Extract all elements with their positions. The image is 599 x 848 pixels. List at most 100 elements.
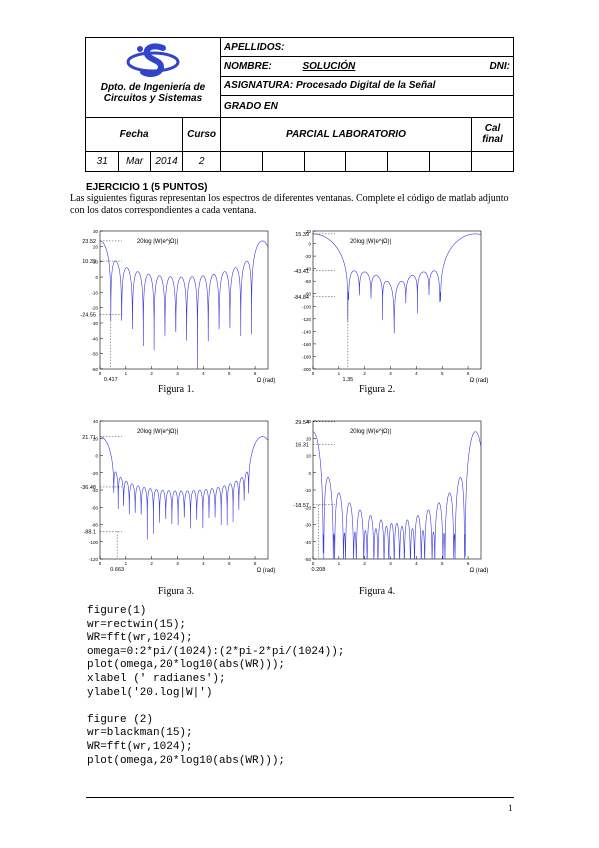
code-line: plot(omega,20*log10(abs(WR)));	[87, 659, 286, 672]
x-tick-label: 2	[150, 371, 153, 376]
x-tick-label: 0	[312, 561, 315, 566]
y-tick-label: 40	[93, 419, 99, 424]
code-line: figure(1)	[87, 605, 147, 617]
x-tick-label: 2	[363, 371, 366, 376]
y-tick-label: 10	[93, 260, 99, 265]
nombre-value: SOLUCIÓN	[302, 60, 356, 72]
x-tick-label: 4	[202, 371, 205, 376]
spectrum-label: 20log |W(e^jΩ)|	[137, 429, 179, 435]
plot-frame	[99, 230, 269, 370]
figure-4-caption: Figura 4.	[359, 586, 396, 597]
y-tick-label: -10	[91, 290, 98, 295]
y-tick-label: -20	[304, 254, 311, 259]
x-tick-label: 6	[254, 561, 257, 566]
y-tick-label: 10	[306, 454, 312, 459]
x-tick-label: 5	[228, 371, 231, 376]
y-tick-label: 30	[306, 419, 312, 424]
y-tick-label: 0	[95, 454, 98, 459]
y-tick-label: -50	[304, 557, 311, 562]
x-tick-label: 6	[467, 561, 470, 566]
y-tick-label: -80	[304, 292, 311, 297]
fecha-label: Fecha	[84, 117, 184, 152]
y-annotation-label: -24.55	[80, 313, 96, 319]
grade-cell	[429, 150, 472, 173]
y-tick-label: -30	[304, 523, 311, 528]
y-annotation-label: 29.54	[295, 420, 309, 426]
spectrum-curve	[100, 240, 268, 369]
y-annotation-label: 23.52	[82, 239, 96, 245]
code-line: xlabel (' radianes');	[87, 672, 226, 685]
department-name: Dpto. de Ingeniería de Circuitos y Siste…	[100, 82, 206, 104]
y-tick-label: -50	[91, 352, 98, 357]
code-line: omega=0:2*pi/(1024):(2*pi-2*pi/(1024));	[87, 645, 345, 658]
figure-1: -60 -50 -40 -30 -20 -10 0 10 20 30 0 1 2 3 4 5 6 23.52 10.…	[70, 225, 280, 390]
x-tick-label: 4	[415, 371, 418, 376]
asignatura-field: ASIGNATURA: Procesado Digital de la Seña…	[219, 75, 515, 96]
y-tick-label: -160	[302, 342, 312, 347]
exercise-title: EJERCICIO 1 (5 PUNTOS)	[86, 182, 208, 193]
apellidos-field: APELLIDOS:	[219, 36, 515, 58]
grado-field: GRADO EN	[219, 94, 515, 119]
grade-cell	[261, 150, 305, 173]
grade-cell	[303, 150, 347, 173]
x-annotation-label: 0.417	[104, 377, 118, 383]
plot-frame	[312, 420, 482, 560]
x-tick-label: 1	[338, 561, 341, 566]
y-annotation-label: -88.1	[83, 529, 96, 535]
y-tick-label: -140	[302, 329, 312, 334]
y-tick-label: -120	[89, 557, 99, 562]
dni-label: DNI:	[489, 60, 510, 72]
x-tick-label: 6	[467, 371, 470, 376]
code-line: wr=blackman(15);	[87, 727, 193, 740]
grade-cell	[387, 150, 431, 173]
figure-2-chart: -200-180-160-140-120-100-80-60-40-200200…	[293, 229, 488, 384]
y-tick-label: -30	[91, 321, 98, 326]
y-annotation-label: 16.31	[295, 443, 309, 449]
y-annotation-label: -43.41	[293, 269, 309, 275]
matlab-code: figure(1) wr=rectwin(15); WR=fft(wr,1024…	[87, 605, 344, 768]
header-table: Dpto. de Ingeniería de Circuitos y Siste…	[84, 36, 515, 173]
y-tick-label: -200	[302, 367, 312, 372]
y-tick-label: -100	[302, 304, 312, 309]
figure-2-caption: Figura 2.	[359, 384, 396, 395]
y-tick-label: -60	[91, 505, 98, 510]
spectrum-curve	[100, 436, 268, 540]
y-tick-label: 20	[93, 244, 99, 249]
plot-frame	[312, 230, 482, 370]
x-axis-label: Ω (rad)	[470, 568, 489, 574]
spectrum-curve	[313, 431, 481, 559]
curso-label: Curso	[182, 117, 221, 152]
university-logo	[126, 43, 180, 78]
code-line: WR=fft(wr,1024);	[87, 632, 193, 645]
x-annotation-label: 1.35	[343, 377, 354, 383]
figure-4: -50 -40 -30 -20 -10 0 10 20 30 0 1 2 3 4 5 6 29.54 16.31 -…	[283, 415, 493, 580]
x-annotation-label: 0.663	[110, 567, 124, 573]
parcial-label: PARCIAL LABORATORIO	[219, 117, 472, 152]
y-annotation-label: 15.39	[295, 232, 309, 238]
y-tick-label: -100	[89, 540, 99, 545]
figure-2: -200 -180 -160 -140 -120 -100 -80 -60 -40 -20 0 20 0…	[283, 225, 493, 390]
grade-cell	[219, 150, 263, 173]
cal-final-label: Cal final	[470, 117, 515, 152]
y-tick-label: -40	[91, 336, 98, 341]
code-line: WR=fft(wr,1024);	[87, 740, 193, 753]
y-tick-label: -60	[91, 367, 98, 372]
x-axis-label: Ω (rad)	[257, 378, 276, 384]
y-tick-label: 20	[306, 229, 312, 234]
figure-3-caption: Figura 3.	[158, 586, 195, 597]
x-tick-label: 3	[389, 371, 392, 376]
y-tick-label: -20	[304, 505, 311, 510]
spectrum-label: 20log |W(e^jΩ)|	[137, 239, 179, 245]
code-line: plot(omega,20*log10(abs(WR)));	[87, 754, 286, 767]
x-axis-label: Ω (rad)	[257, 568, 276, 574]
code-line: wr=rectwin(15);	[87, 618, 187, 631]
x-tick-label: 3	[389, 561, 392, 566]
y-tick-label: -120	[302, 317, 312, 322]
x-tick-label: 6	[254, 371, 257, 376]
spectrum-curve	[313, 233, 481, 334]
figure-3: -120 -100 -80 -60 -40 -20 0 20 40 0 1 2 3 4 5 6 21.71 -36…	[70, 415, 280, 580]
grade-cell	[470, 150, 515, 173]
code-line: ylabel('20.log|W|')	[87, 686, 213, 699]
y-tick-label: -80	[91, 523, 98, 528]
y-tick-label: -40	[304, 540, 311, 545]
